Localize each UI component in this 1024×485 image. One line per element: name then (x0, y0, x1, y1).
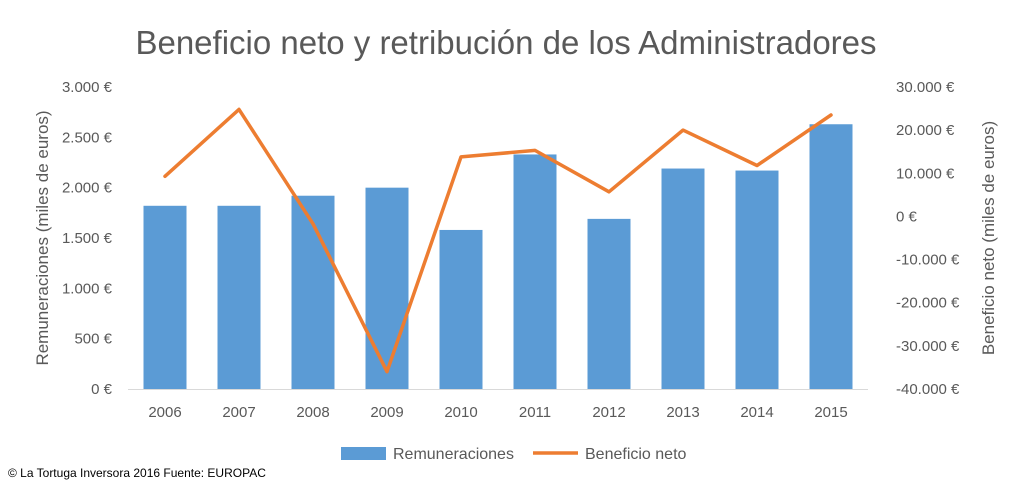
credit-text: © La Tortuga Inversora 2016 Fuente: EURO… (8, 466, 266, 480)
right-tick-label: -40.000 € (896, 381, 960, 398)
point-beneficio-neto-2012 (607, 190, 611, 194)
legend-swatch-remuneraciones (341, 447, 386, 460)
x-tick-label: 2012 (592, 404, 625, 421)
legend-label-remuneraciones: Remuneraciones (393, 446, 514, 463)
point-beneficio-neto-2015 (829, 113, 833, 117)
bar-remuneraciones-2006 (143, 205, 187, 389)
right-tick-label: -20.000 € (896, 295, 960, 312)
line-beneficio-neto (163, 107, 833, 374)
x-tick-label: 2008 (296, 404, 329, 421)
point-beneficio-neto-2006 (163, 175, 167, 178)
x-tick-label: 2006 (148, 404, 181, 421)
point-beneficio-neto-2008 (311, 222, 315, 225)
x-tick-label: 2010 (444, 404, 477, 421)
bar-remuneraciones-2014 (735, 170, 779, 389)
point-beneficio-neto-2011 (533, 149, 537, 152)
bar-remuneraciones-2013 (661, 168, 705, 389)
legend: Remuneraciones Beneficio neto (341, 446, 687, 463)
right-tick-label: 20.000 € (896, 122, 955, 139)
x-tick-label: 2014 (740, 404, 773, 421)
point-beneficio-neto-2014 (755, 164, 759, 167)
chart-title: Beneficio neto y retribución de los Admi… (135, 24, 876, 61)
point-beneficio-neto-2013 (681, 128, 685, 132)
left-axis-title: Remuneraciones (miles de euros) (33, 110, 52, 365)
x-tick-label: 2015 (814, 404, 847, 421)
left-tick-label: 1.500 € (62, 230, 113, 247)
x-tick-label: 2011 (519, 404, 551, 421)
point-beneficio-neto-2007 (237, 108, 241, 111)
right-tick-label: -30.000 € (896, 338, 960, 355)
point-beneficio-neto-2009 (385, 370, 389, 373)
x-tick-label: 2009 (370, 404, 403, 421)
right-axis-title: Beneficio neto (miles de euros) (979, 121, 998, 355)
right-tick-label: 30.000 € (896, 79, 955, 96)
bar-remuneraciones-2009 (365, 187, 409, 389)
right-tick-label: 10.000 € (896, 165, 955, 182)
x-tick-label: 2007 (222, 404, 255, 421)
bar-remuneraciones-2015 (809, 124, 853, 389)
legend-label-beneficio-neto: Beneficio neto (585, 446, 687, 463)
left-tick-label: 500 € (74, 331, 112, 348)
left-tick-label: 2.000 € (62, 180, 113, 197)
bar-remuneraciones-2011 (513, 154, 557, 389)
point-beneficio-neto-2010 (459, 155, 463, 159)
left-tick-label: 0 € (91, 381, 113, 398)
left-tick-label: 2.500 € (62, 129, 113, 146)
left-tick-label: 3.000 € (62, 79, 113, 96)
bar-remuneraciones-2007 (217, 205, 261, 389)
bar-remuneraciones-2012 (587, 218, 631, 389)
bar-remuneraciones-2010 (439, 229, 483, 389)
right-tick-label: 0 € (896, 208, 918, 225)
right-tick-label: -10.000 € (896, 252, 960, 269)
x-tick-label: 2013 (666, 404, 699, 421)
bar-remuneraciones-2008 (291, 195, 335, 389)
left-tick-label: 1.000 € (62, 280, 113, 297)
